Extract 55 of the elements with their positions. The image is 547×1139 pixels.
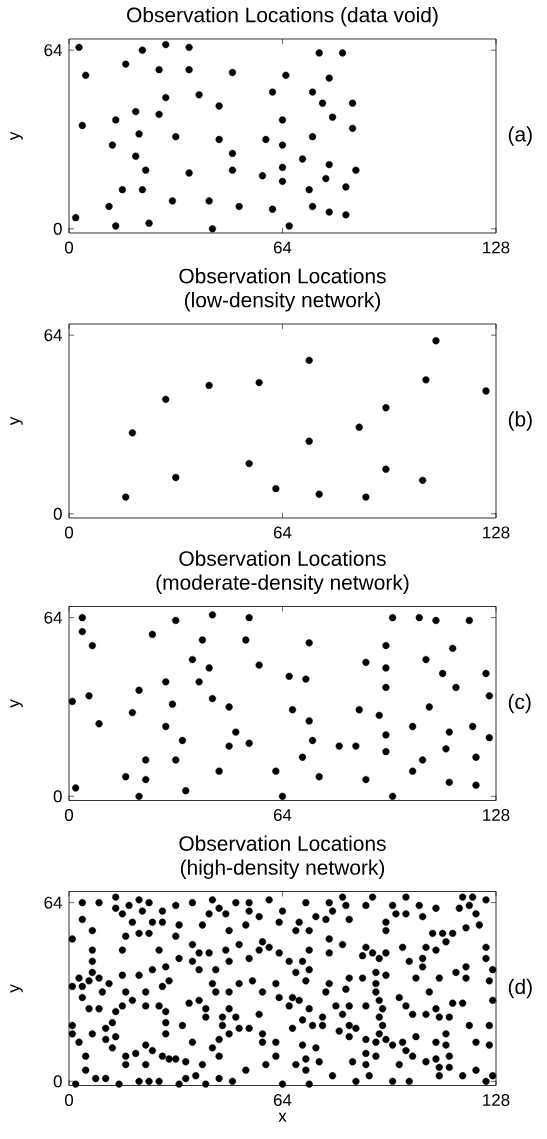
chart-subtitle: (high-density network) [180, 859, 385, 879]
point [432, 337, 440, 345]
x-tick-label: 128 [483, 1094, 510, 1107]
x-tick-label: 64 [273, 241, 292, 254]
x-axis-title: x [278, 1112, 287, 1122]
y-tick-label: 0 [53, 790, 62, 803]
point [305, 437, 313, 445]
text: (b) [508, 411, 532, 431]
y-tick-label: 64 [44, 896, 62, 909]
x-tick-label: 64 [273, 1094, 292, 1107]
y-axis-title: y [10, 416, 23, 426]
x-tick-label: 0 [64, 526, 74, 539]
point [422, 376, 430, 384]
y-axis-title: y [10, 984, 23, 993]
y-tick-label: 64 [44, 44, 62, 57]
y-tick-label: 0 [53, 507, 62, 520]
point [122, 493, 130, 501]
point [419, 476, 427, 484]
chart-title: Observation Locations [179, 268, 386, 284]
chart-subtitle: (low-density network) [184, 292, 380, 312]
x-tick-label: 128 [483, 241, 510, 254]
point [382, 465, 390, 473]
chart-title: Observation Locations [179, 550, 386, 566]
x-tick-label: 64 [273, 809, 292, 822]
point [128, 429, 136, 437]
text: (a) [508, 126, 532, 146]
x-tick-label: 64 [273, 526, 292, 539]
y-tick-label: 0 [53, 1075, 62, 1088]
point [482, 387, 490, 395]
x-tick-label: 128 [483, 809, 510, 822]
chart-subtitle: (moderate-density network) [156, 574, 409, 594]
y-axis-title: y [10, 699, 23, 708]
x-tick-label: 0 [64, 1094, 74, 1107]
y-tick-label: 64 [44, 329, 62, 342]
y-tick-label: 64 [44, 611, 62, 624]
point [305, 356, 313, 364]
point [255, 379, 263, 387]
text: (d) [508, 978, 532, 999]
text: (c) [508, 693, 531, 714]
point [172, 473, 180, 482]
point [355, 423, 363, 431]
x-tick-label: 0 [64, 241, 74, 254]
y-axis-title: y [10, 131, 23, 141]
point [205, 381, 213, 389]
x-tick-label: 0 [64, 809, 74, 822]
point [315, 490, 323, 498]
y-tick-label: 0 [53, 222, 62, 235]
point [272, 485, 280, 493]
point [362, 493, 370, 501]
point [382, 404, 390, 412]
chart-title: Observation Locations [179, 835, 386, 851]
point [162, 395, 170, 403]
point [245, 459, 253, 468]
chart-title: Observation Locations (data void) [127, 7, 438, 27]
x-tick-label: 128 [483, 526, 510, 539]
